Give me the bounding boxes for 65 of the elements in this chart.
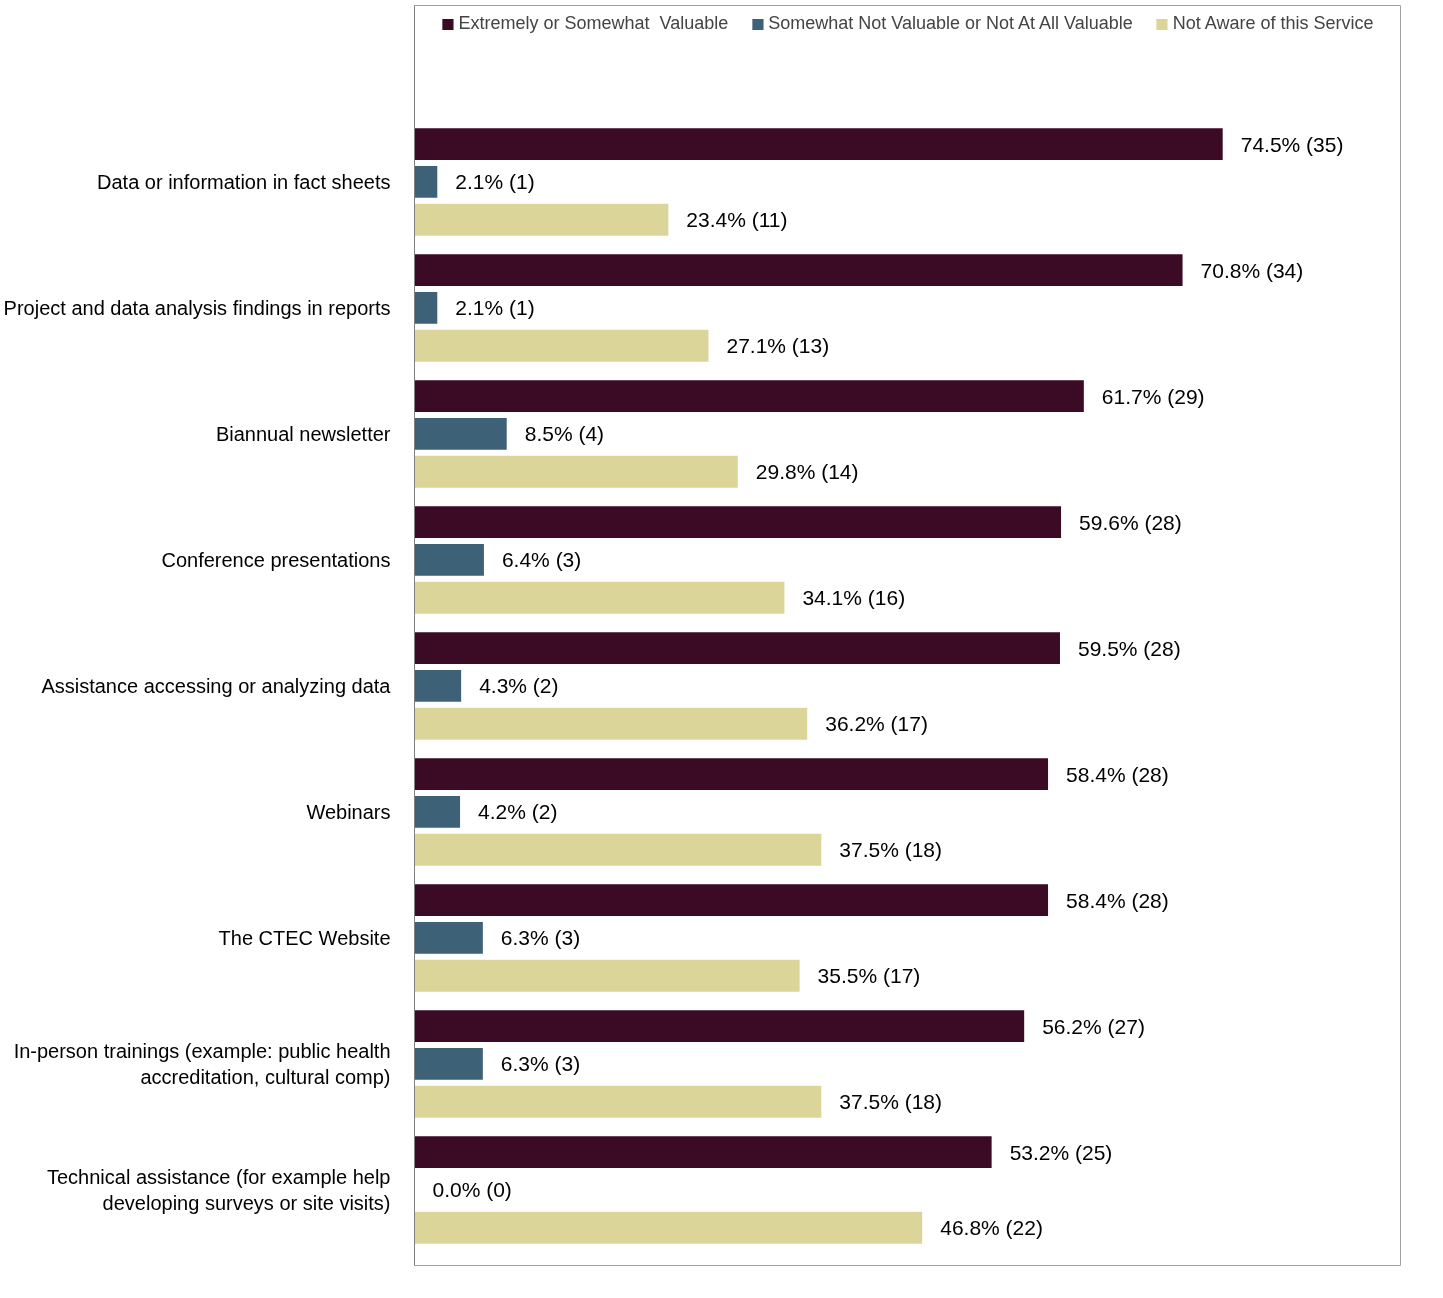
data-label: 4.2% (2)	[478, 800, 558, 824]
data-label: 0.0% (0)	[432, 1178, 512, 1202]
data-label: 6.3% (3)	[500, 1052, 581, 1076]
data-label: 6.3% (3)	[500, 926, 581, 950]
data-label: 27.1% (13)	[726, 334, 830, 358]
legend-label: Not Aware of this Service	[1172, 13, 1374, 34]
data-label: 2.1% (1)	[455, 170, 535, 194]
legend-label: Somewhat Not Valuable or Not At All Valuable	[768, 13, 1133, 34]
data-label: 35.5% (17)	[817, 964, 921, 988]
bar	[414, 1211, 923, 1244]
bar	[414, 959, 800, 992]
data-label: 8.5% (4)	[524, 422, 605, 446]
bar	[414, 707, 808, 740]
bar	[414, 1085, 822, 1118]
y-tick-label: The CTEC Website	[218, 926, 391, 949]
y-tick-label: Data or information in fact sheets	[97, 170, 391, 193]
bar	[414, 128, 1223, 161]
bar	[414, 543, 484, 576]
y-tick-label: Assistance accessing or analyzing data	[41, 674, 392, 697]
data-label: 36.2% (17)	[825, 712, 928, 736]
y-tick-label: Biannual newsletter	[215, 422, 391, 445]
data-label: 37.5% (18)	[839, 838, 943, 862]
data-label: 58.4% (28)	[1066, 762, 1169, 786]
bar	[414, 921, 483, 954]
bar	[414, 581, 785, 614]
data-label: 4.3% (2)	[479, 674, 559, 698]
bar	[414, 455, 738, 488]
bar	[414, 632, 1060, 665]
data-label: 56.2% (27)	[1042, 1014, 1145, 1038]
bar	[414, 1010, 1025, 1043]
legend-label: Extremely or Somewhat Valuable	[458, 13, 729, 34]
data-label: 6.4% (3)	[501, 548, 582, 572]
bar	[414, 417, 507, 450]
y-tick-label: Technical assistance (for example help developing surveys or site visits)	[46, 1165, 391, 1215]
data-label: 61.7% (29)	[1101, 384, 1205, 408]
data-label: 59.6% (28)	[1079, 510, 1182, 534]
data-label: 58.4% (28)	[1066, 888, 1169, 912]
bar	[414, 1136, 992, 1169]
y-tick-label: Webinars	[306, 800, 391, 823]
data-label: 37.5% (18)	[839, 1090, 943, 1114]
bar	[414, 291, 438, 324]
bar	[414, 833, 822, 866]
bar	[414, 884, 1049, 917]
bar	[414, 254, 1183, 287]
data-label: 59.5% (28)	[1077, 636, 1181, 660]
bar	[414, 380, 1084, 413]
bar	[414, 506, 1062, 539]
data-label: 46.8% (22)	[940, 1216, 1043, 1240]
data-label: 29.8% (14)	[755, 460, 859, 484]
bar	[414, 795, 461, 828]
y-tick-label: Project and data analysis findings in reports	[3, 296, 391, 319]
bar	[414, 758, 1049, 791]
y-tick-label: In-person trainings (example: public health accreditation, cultural comp)	[13, 1039, 391, 1089]
bar	[414, 669, 462, 702]
data-label: 23.4% (11)	[686, 208, 788, 232]
bar	[414, 1047, 483, 1080]
bar	[414, 165, 438, 198]
data-label: 70.8% (34)	[1200, 258, 1304, 282]
data-label: 34.1% (16)	[802, 586, 906, 610]
bar	[414, 203, 669, 236]
data-label: 53.2% (25)	[1009, 1140, 1113, 1164]
data-label: 2.1% (1)	[455, 296, 535, 320]
data-label: 74.5% (35)	[1240, 132, 1344, 156]
bar	[414, 329, 709, 362]
y-tick-label: Conference presentations	[161, 548, 391, 571]
